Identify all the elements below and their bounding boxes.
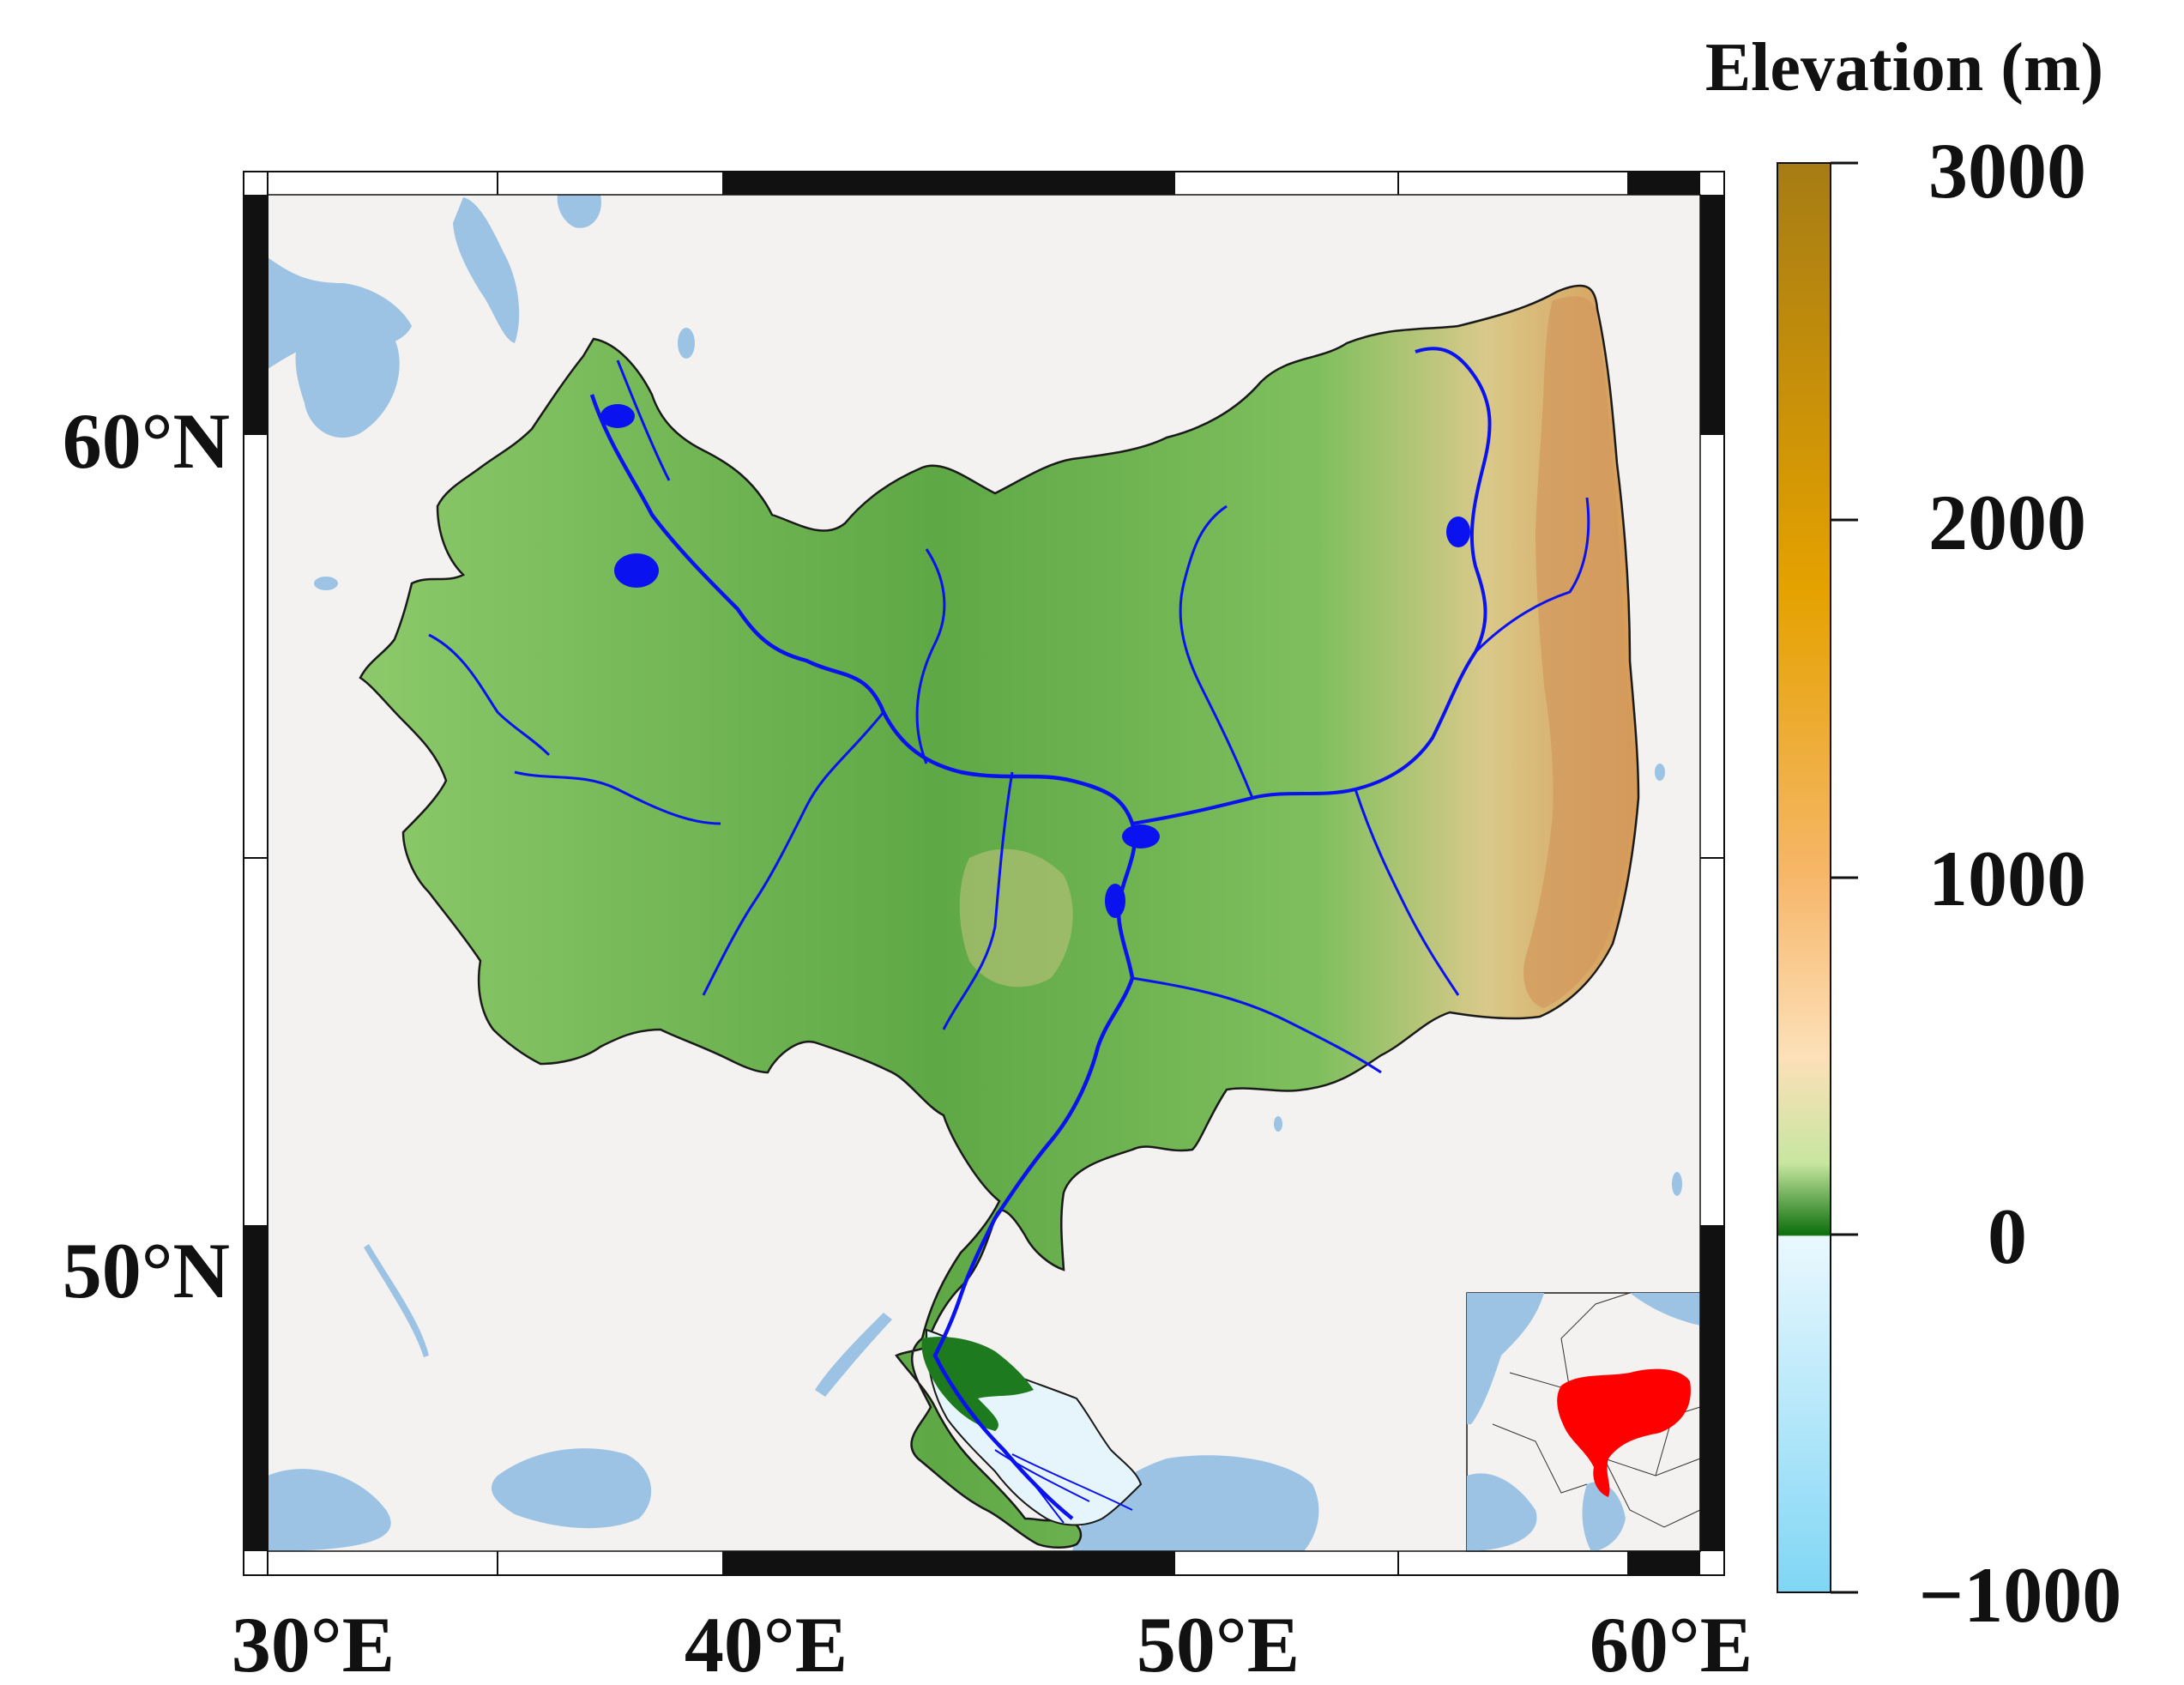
colorbar-title: Elevation (m) [1705,30,2103,106]
colorbar-tick-label: 2000 [1928,479,2086,566]
x-tick-label: 50°E [1137,1601,1300,1685]
beloozero-lake [600,404,635,428]
white-sea-inlet [557,195,601,228]
delta-distributary [994,1449,1133,1524]
sura-river [942,771,1014,1030]
saratov-reservoir [1105,884,1125,918]
map-panel [243,171,1725,1576]
lake-onega [453,197,520,343]
kama-river [1131,347,1492,825]
kama-reservoir [1446,516,1470,547]
colorbar-tick-label: −1000 [1919,1551,2121,1639]
x-tick-label: 60°E [1590,1601,1753,1685]
x-tick-label: 30°E [232,1601,395,1685]
small-lake [678,328,695,359]
sheksna-river [616,359,671,481]
small-lake [314,577,338,590]
unzha-river [915,548,946,764]
volga-river [589,394,1137,1520]
oka-river [702,711,885,996]
rybinsk-reservoir [614,553,659,588]
y-tick-label: 50°N [63,1227,230,1314]
sea-of-azov [491,1448,652,1529]
dnieper-streak [364,1244,429,1357]
colorbar-gradient-bar [1777,162,1831,1593]
volga-basin-elevation [359,284,1640,1549]
colorbar-tick-label: 0 [1988,1193,2027,1280]
river-network [428,347,1590,1524]
locator-inset [1466,1292,1701,1552]
black-sea [268,1469,391,1551]
elevation-colorbar: Elevation (m) 3000 2000 1000 0 −1000 [1705,30,2121,1639]
west-tributary [514,770,721,825]
y-tick-label: 60°N [63,397,230,485]
volga-lower-forest [921,1337,1034,1431]
central-upland-relief [959,849,1073,987]
kama-tributary [1474,497,1590,654]
ural-mountains-relief [1523,296,1634,1009]
vyatka-river [1179,504,1254,799]
small-lake [1655,764,1665,781]
inset-seas [1467,1293,1700,1551]
inset-basin-highlight [1557,1368,1691,1497]
small-lake [1672,1172,1682,1196]
y-axis-labels: 60°N 50°N [63,397,230,1314]
lake-ladoga [295,312,400,438]
tsimlyansk-reservoir [815,1313,892,1397]
kuibyshev-reservoir [1122,824,1160,849]
colorbar-tick-label: 1000 [1928,835,2086,922]
samara-river [1131,976,1382,1074]
tvertsa-tributary [428,633,551,757]
belaya-river [1354,788,1460,996]
map-frame [243,171,1725,1576]
x-tick-label: 40°E [685,1601,848,1685]
x-axis-labels: 30°E 40°E 50°E 60°E [232,1601,1753,1685]
small-lake [1274,1116,1282,1132]
colorbar-tick-label: 3000 [1928,127,2086,214]
